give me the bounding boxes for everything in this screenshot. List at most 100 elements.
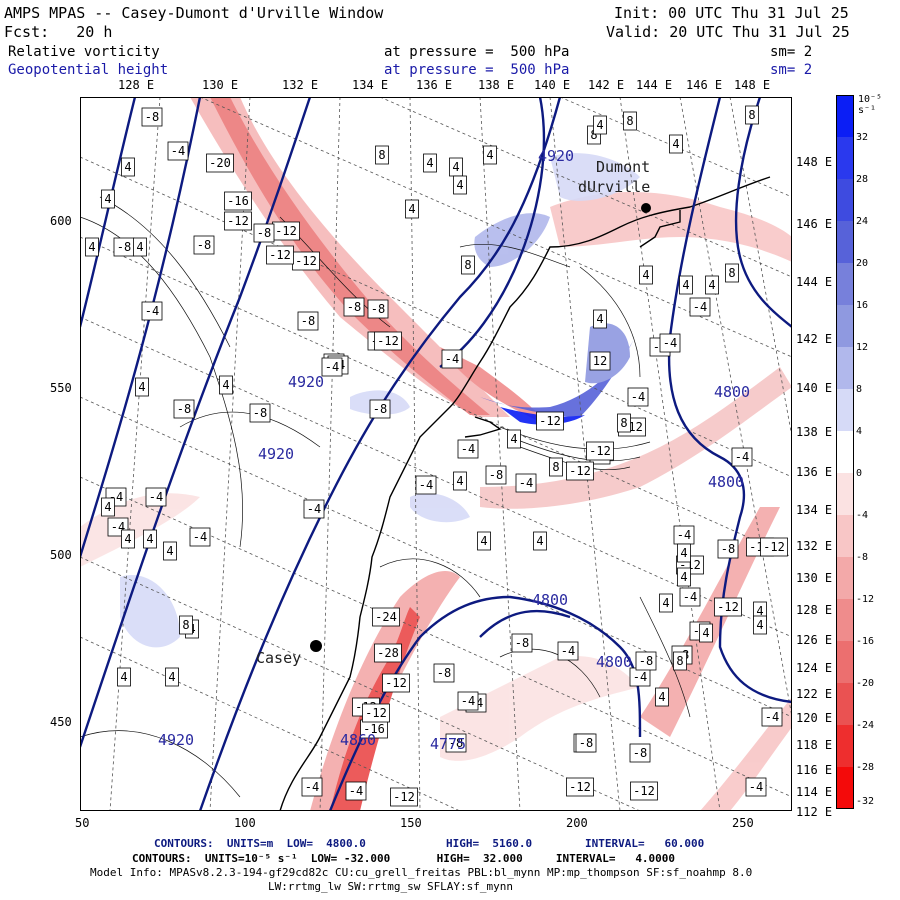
- svg-text:-8: -8: [145, 110, 159, 124]
- svg-text:4: 4: [662, 596, 669, 610]
- svg-text:-4: -4: [683, 590, 697, 604]
- vorticity-label: -4: [441, 349, 463, 369]
- valid-time: Valid: 20 UTC Thu 31 Jul 25: [606, 23, 850, 41]
- svg-text:4: 4: [408, 202, 415, 216]
- right-lat-label: 126 E: [796, 633, 833, 647]
- top-lon-label: 138 E: [478, 78, 515, 92]
- svg-text:4: 4: [426, 156, 433, 170]
- field2-name: Geopotential height: [8, 62, 169, 78]
- vorticity-label: -8: [343, 297, 365, 317]
- svg-text:-8: -8: [437, 666, 451, 680]
- colorbar-swatch: [836, 95, 854, 138]
- svg-text:-8: -8: [373, 402, 387, 416]
- svg-text:4: 4: [756, 604, 763, 618]
- svg-text:-4: -4: [749, 780, 763, 794]
- field2-smoothing: sm= 2: [770, 62, 813, 78]
- footer-model-info: Model Info: MPASv8.2.3-194-gf29cd82c CU:…: [90, 866, 753, 879]
- svg-text:4: 4: [536, 534, 543, 548]
- svg-text:-20: -20: [209, 156, 231, 170]
- svg-text:4: 4: [124, 532, 131, 546]
- colorbar-label: 12: [856, 342, 869, 353]
- colorbar-label: -20: [856, 678, 875, 689]
- svg-text:4: 4: [642, 268, 649, 282]
- svg-text:-4: -4: [149, 490, 163, 504]
- svg-text:-8: -8: [633, 746, 647, 760]
- vorticity-label: -8: [253, 223, 275, 243]
- svg-text:-8: -8: [515, 636, 529, 650]
- colorbar-swatch: [836, 725, 854, 768]
- svg-text:-4: -4: [325, 360, 339, 374]
- height-contour-label: 4800: [708, 473, 744, 491]
- vorticity-label: -20: [206, 153, 234, 173]
- colorbar-unit: 10⁻⁵ s⁻¹: [858, 94, 883, 116]
- svg-text:-8: -8: [489, 468, 503, 482]
- right-lat-label: 128 E: [796, 603, 833, 617]
- svg-text:-4: -4: [419, 478, 433, 492]
- svg-text:-24: -24: [375, 610, 397, 624]
- positive-vorticity-label: 4: [453, 175, 467, 195]
- vorticity-label: -12: [224, 211, 252, 231]
- svg-text:8: 8: [590, 128, 597, 142]
- init-time: Init: 00 UTC Thu 31 Jul 25: [614, 4, 849, 22]
- positive-vorticity-label: 8: [617, 413, 631, 433]
- vorticity-label: -4: [415, 475, 437, 495]
- left-tick-label: 550: [50, 381, 72, 395]
- vorticity-label: -8: [193, 235, 215, 255]
- vorticity-label: -4: [659, 333, 681, 353]
- right-lat-label: 132 E: [796, 539, 833, 553]
- vorticity-label: -4: [457, 439, 479, 459]
- vorticity-label: -4: [345, 781, 367, 801]
- colorbar-swatch: [836, 431, 854, 474]
- svg-text:-4: -4: [193, 530, 207, 544]
- vorticity-label: -12: [292, 251, 320, 271]
- vorticity-label: -4: [627, 387, 649, 407]
- svg-text:-8: -8: [253, 406, 267, 420]
- colorbar-swatch: [836, 137, 854, 180]
- vorticity-label: -8: [367, 299, 389, 319]
- colorbar-swatch: [836, 389, 854, 432]
- vorticity-label: -4: [761, 707, 783, 727]
- svg-text:-4: -4: [735, 450, 749, 464]
- footer-height-interval: INTERVAL= 60.000: [585, 837, 705, 850]
- positive-vorticity-label: 4: [639, 265, 653, 285]
- svg-text:-8: -8: [197, 238, 211, 252]
- vorticity-label: -8: [575, 733, 597, 753]
- svg-text:-8: -8: [449, 736, 463, 750]
- right-lat-label: 134 E: [796, 503, 833, 517]
- top-lon-label: 130 E: [202, 78, 239, 92]
- vorticity-label: -8: [635, 651, 657, 671]
- colorbar-swatch: [836, 683, 854, 726]
- svg-text:4: 4: [658, 690, 665, 704]
- svg-text:-4: -4: [519, 476, 533, 490]
- vorticity-label: -4: [745, 777, 767, 797]
- svg-text:4: 4: [124, 160, 131, 174]
- bottom-tick-label: 250: [732, 816, 754, 830]
- positive-vorticity-label: 4: [533, 531, 547, 551]
- colorbar-swatch: [836, 557, 854, 600]
- vorticity-label: -16: [224, 191, 252, 211]
- svg-text:-8: -8: [257, 226, 271, 240]
- left-tick-label: 450: [50, 715, 72, 729]
- svg-text:-12: -12: [295, 254, 317, 268]
- vorticity-label: -4: [673, 525, 695, 545]
- positive-vorticity-label: 12: [589, 351, 611, 371]
- vorticity-label: -8: [141, 107, 163, 127]
- top-lon-label: 132 E: [282, 78, 319, 92]
- svg-text:4: 4: [146, 532, 153, 546]
- svg-text:4: 4: [456, 178, 463, 192]
- height-contour-label: 4920: [538, 147, 574, 165]
- vorticity-label: -8: [445, 733, 467, 753]
- svg-text:-12: -12: [633, 784, 655, 798]
- svg-text:-12: -12: [393, 790, 415, 804]
- positive-vorticity-label: 4: [143, 529, 157, 549]
- vorticity-label: -4: [457, 691, 479, 711]
- svg-text:4: 4: [480, 534, 487, 548]
- colorbar-swatch: [836, 515, 854, 558]
- positive-vorticity-label: 4: [135, 377, 149, 397]
- right-lat-label: 124 E: [796, 661, 833, 675]
- svg-text:-4: -4: [765, 710, 779, 724]
- svg-text:-4: -4: [631, 390, 645, 404]
- positive-vorticity-label: 4: [659, 593, 673, 613]
- top-lon-label: 128 E: [118, 78, 155, 92]
- svg-text:-8: -8: [347, 300, 361, 314]
